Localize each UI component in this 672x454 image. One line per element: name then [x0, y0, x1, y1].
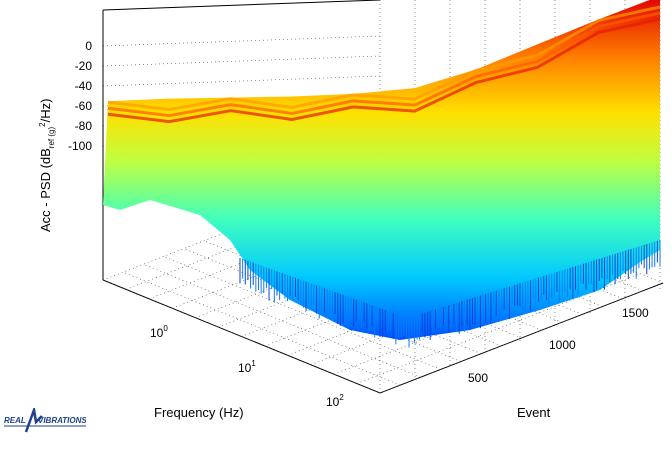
- logo-bolt-icon: [24, 405, 43, 433]
- y-tick-label: 1500: [622, 306, 649, 320]
- z-tick-label: 0: [85, 39, 92, 53]
- y-axis-label: Event: [517, 405, 551, 420]
- z-axis-ticks: 0 -20 -40 -60 -80 -100: [68, 39, 92, 153]
- y-tick-label: 500: [468, 371, 488, 385]
- z-axis-label-tail: /Hz): [38, 99, 53, 123]
- z-gridline: [102, 35, 381, 47]
- x-tick-base: 10: [238, 361, 252, 375]
- y-axis-ticks: 500 1000 1500: [468, 306, 649, 385]
- surface-ridges: [107, 5, 661, 124]
- z-tick-label: -80: [75, 119, 93, 133]
- logo-text-left: REAL: [4, 416, 26, 425]
- x-tick-label: 100: [150, 324, 168, 340]
- z-gridline: [102, 75, 381, 87]
- z-tick-label: -60: [75, 99, 93, 113]
- real-vibrations-logo: REAL VIBRATIONS: [4, 405, 87, 434]
- surface-ridge-band: [107, 17, 661, 124]
- x-axis-label: Frequency (Hz): [154, 405, 244, 420]
- z-tick-label: -20: [75, 59, 93, 73]
- z-axis-label-main: Acc - PSD (dB: [38, 148, 53, 232]
- x-tick-base: 10: [150, 326, 164, 340]
- z-tick-label: -40: [75, 79, 93, 93]
- y-tick-label: 1000: [549, 338, 576, 352]
- psd-surface: [103, 0, 661, 348]
- z-gridline: [102, 55, 381, 67]
- x-tick-label: 101: [238, 359, 256, 375]
- z-axis-label: Acc - PSD (dBref (g)2/Hz): [38, 99, 56, 232]
- x-tick-base: 10: [326, 395, 340, 409]
- z-axis-label-sub: ref (g): [47, 127, 56, 149]
- x-tick-label: 102: [326, 393, 344, 409]
- x-tick-exponent: 0: [163, 324, 168, 333]
- z-tick-label: -100: [68, 139, 92, 153]
- logo-text-right: VIBRATIONS: [38, 416, 86, 425]
- z-axis-label-sup: 2: [38, 122, 47, 127]
- x-tick-exponent: 2: [339, 393, 344, 402]
- surface-ridge-band: [107, 5, 661, 112]
- surface-body: [103, 0, 660, 340]
- x-tick-exponent: 1: [251, 359, 256, 368]
- surface-ridge-band: [107, 11, 661, 118]
- surface-spikes: [239, 240, 661, 348]
